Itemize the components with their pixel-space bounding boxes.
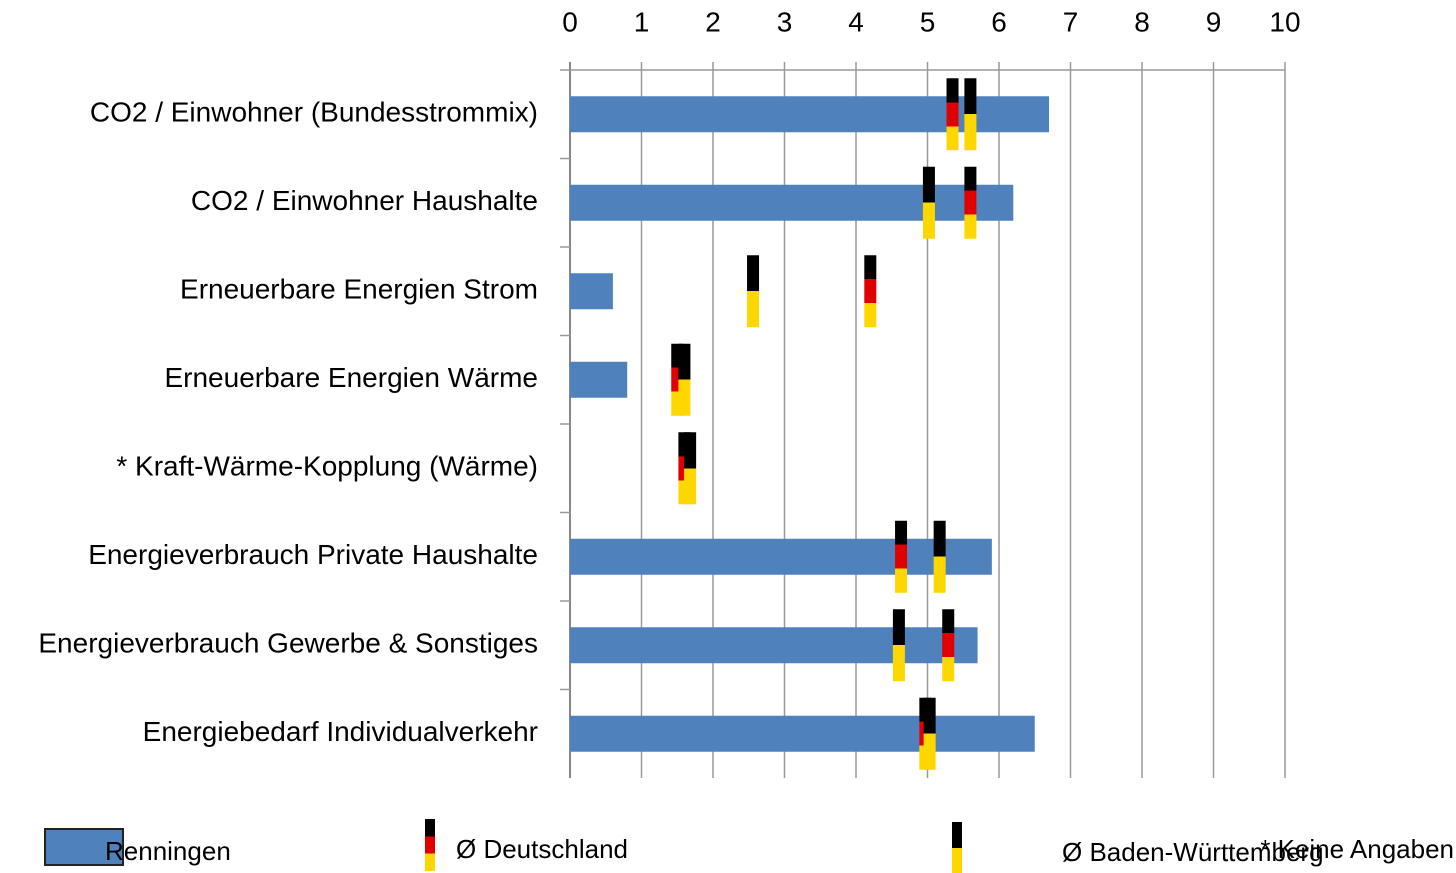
bar [570,273,613,310]
marker [747,255,760,328]
x-tick-label: 2 [705,6,721,37]
category-label: Erneuerbare Energien Wärme [164,362,538,393]
marker [964,166,977,239]
bar [570,538,992,575]
x-tick-label: 8 [1134,6,1150,37]
marker [922,166,935,239]
bar [570,715,1035,752]
marker [946,78,959,151]
category-label: Energieverbrauch Private Haushalte [88,539,538,570]
marker [895,520,908,593]
marker [964,78,977,151]
legend-label: Ø Deutschland [456,834,628,864]
note: * Keine Angaben [1260,834,1454,864]
marker [684,432,697,505]
bar [570,184,1014,221]
x-tick-label: 0 [562,6,578,37]
marker [933,520,946,593]
marker [864,255,877,328]
category-label: * Kraft-Wärme-Kopplung (Wärme) [116,451,538,482]
marker [892,609,905,682]
x-tick-label: 4 [848,6,864,37]
legend-swatch [425,819,435,871]
category-label: Energiebedarf Individualverkehr [143,716,538,747]
bar [570,96,1050,133]
x-tick-label: 1 [634,6,650,37]
legend-label: Ø Baden-Württemberg [1062,837,1324,867]
marker [678,343,691,416]
x-tick-label: 5 [920,6,936,37]
category-label: Erneuerbare Energien Strom [180,274,538,305]
legend-swatch [44,828,124,866]
x-tick-label: 9 [1206,6,1222,37]
marker [942,609,955,682]
bar [570,361,628,398]
category-label: CO2 / Einwohner (Bundesstrommix) [90,97,538,128]
x-tick-label: 10 [1269,6,1300,37]
x-tick-label: 7 [1063,6,1079,37]
category-label: Energieverbrauch Gewerbe & Sonstiges [38,628,538,659]
legend-label: Renningen [105,836,231,866]
x-tick-label: 6 [991,6,1007,37]
bar [570,627,978,664]
marker [923,697,936,770]
x-tick-label: 3 [777,6,793,37]
category-label: CO2 / Einwohner Haushalte [191,185,538,216]
legend-swatch [952,822,962,873]
